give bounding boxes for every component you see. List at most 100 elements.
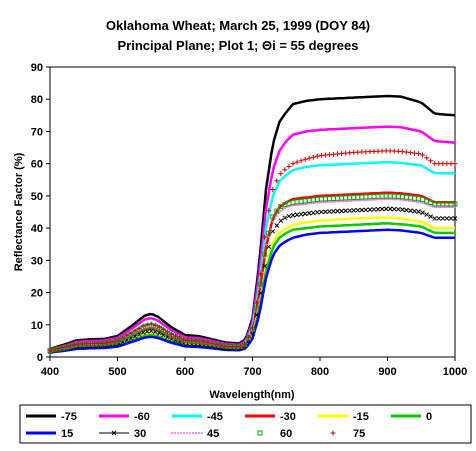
data-point [355,207,361,213]
data-point [348,199,351,202]
data-point [366,199,369,202]
data-point [417,200,420,203]
data-point [262,263,268,269]
data-point [412,208,417,214]
data-point [399,207,405,212]
legend: -75 -60 -45 -30 -15 0 15 30 45 60 75 [19,404,472,444]
data-point [286,164,292,170]
data-point [338,200,341,203]
data-point [275,214,278,217]
data-point [271,220,274,223]
data-point [205,340,211,346]
data-point [436,216,442,221]
data-point [416,151,422,157]
y-tick-label: 70 [31,126,43,138]
data-point [351,208,357,213]
legend-label: 15 [61,428,73,440]
data-point [428,214,434,219]
legend-item-0: 0 [391,411,432,423]
data-point [407,150,413,156]
data-point [265,243,268,246]
data-point [261,271,264,274]
data-point [445,206,448,209]
data-point [371,207,377,212]
data-point [258,290,263,296]
x-tick-label: 500 [108,366,126,378]
y-tick-label: 10 [31,320,43,332]
data-point [424,155,430,161]
data-point [399,198,402,201]
data-point [339,208,344,214]
legend-item--45: -45 [172,411,223,423]
data-point [302,156,308,162]
data-point [379,206,385,212]
data-point [350,199,353,202]
data-point [401,198,404,201]
data-point [148,321,154,327]
data-point [128,330,134,336]
data-point [391,198,394,201]
data-point [258,271,264,277]
x-tick-label: 800 [311,366,329,378]
data-point [201,339,207,345]
data-point [363,207,369,213]
data-point [346,200,349,203]
data-point [263,256,266,259]
data-point [320,201,323,204]
legend-swatch [257,430,263,436]
x-tick-label: 700 [243,366,261,378]
x-tick-label: 900 [378,366,396,378]
y-tick-label: 0 [37,352,43,364]
data-point [304,203,307,206]
data-point [359,207,365,213]
data-point [152,329,158,335]
data-point [181,337,187,343]
data-point [300,203,303,206]
data-point [108,339,114,345]
data-point [322,201,325,204]
data-point [416,209,421,215]
data-point [55,345,61,351]
data-point [286,213,292,219]
legend-label: 0 [426,411,432,423]
data-point [420,210,425,215]
data-point [364,199,367,202]
data-point [443,206,446,209]
data-point [144,329,150,334]
data-point [169,331,174,337]
data-point [259,286,262,289]
data-point [405,199,408,202]
data-point [310,154,316,160]
data-point [454,206,456,209]
data-point [452,201,458,207]
data-point [51,346,57,352]
data-point [270,214,276,220]
data-point [375,198,378,201]
data-point [335,208,340,214]
data-point [254,300,260,306]
data-point [383,198,386,201]
data-point [140,323,146,329]
data-point [282,167,288,173]
legend-label: 45 [207,428,219,440]
legend-label: 30 [134,428,146,440]
data-point [444,216,450,221]
data-point [308,202,311,205]
data-point [197,338,203,344]
data-point [326,200,329,203]
data-point [332,200,335,203]
data-point [425,203,428,206]
data-point [237,343,243,349]
data-point [266,230,272,236]
data-point [314,153,320,159]
data-point [352,199,355,202]
legend-label: -75 [61,411,77,423]
data-point [306,210,312,216]
data-point [399,149,405,155]
data-point [428,158,434,164]
data-point [63,344,69,350]
legend-item--15: -15 [318,411,369,423]
data-point [433,206,436,209]
data-point [354,199,357,202]
data-point [253,319,256,322]
